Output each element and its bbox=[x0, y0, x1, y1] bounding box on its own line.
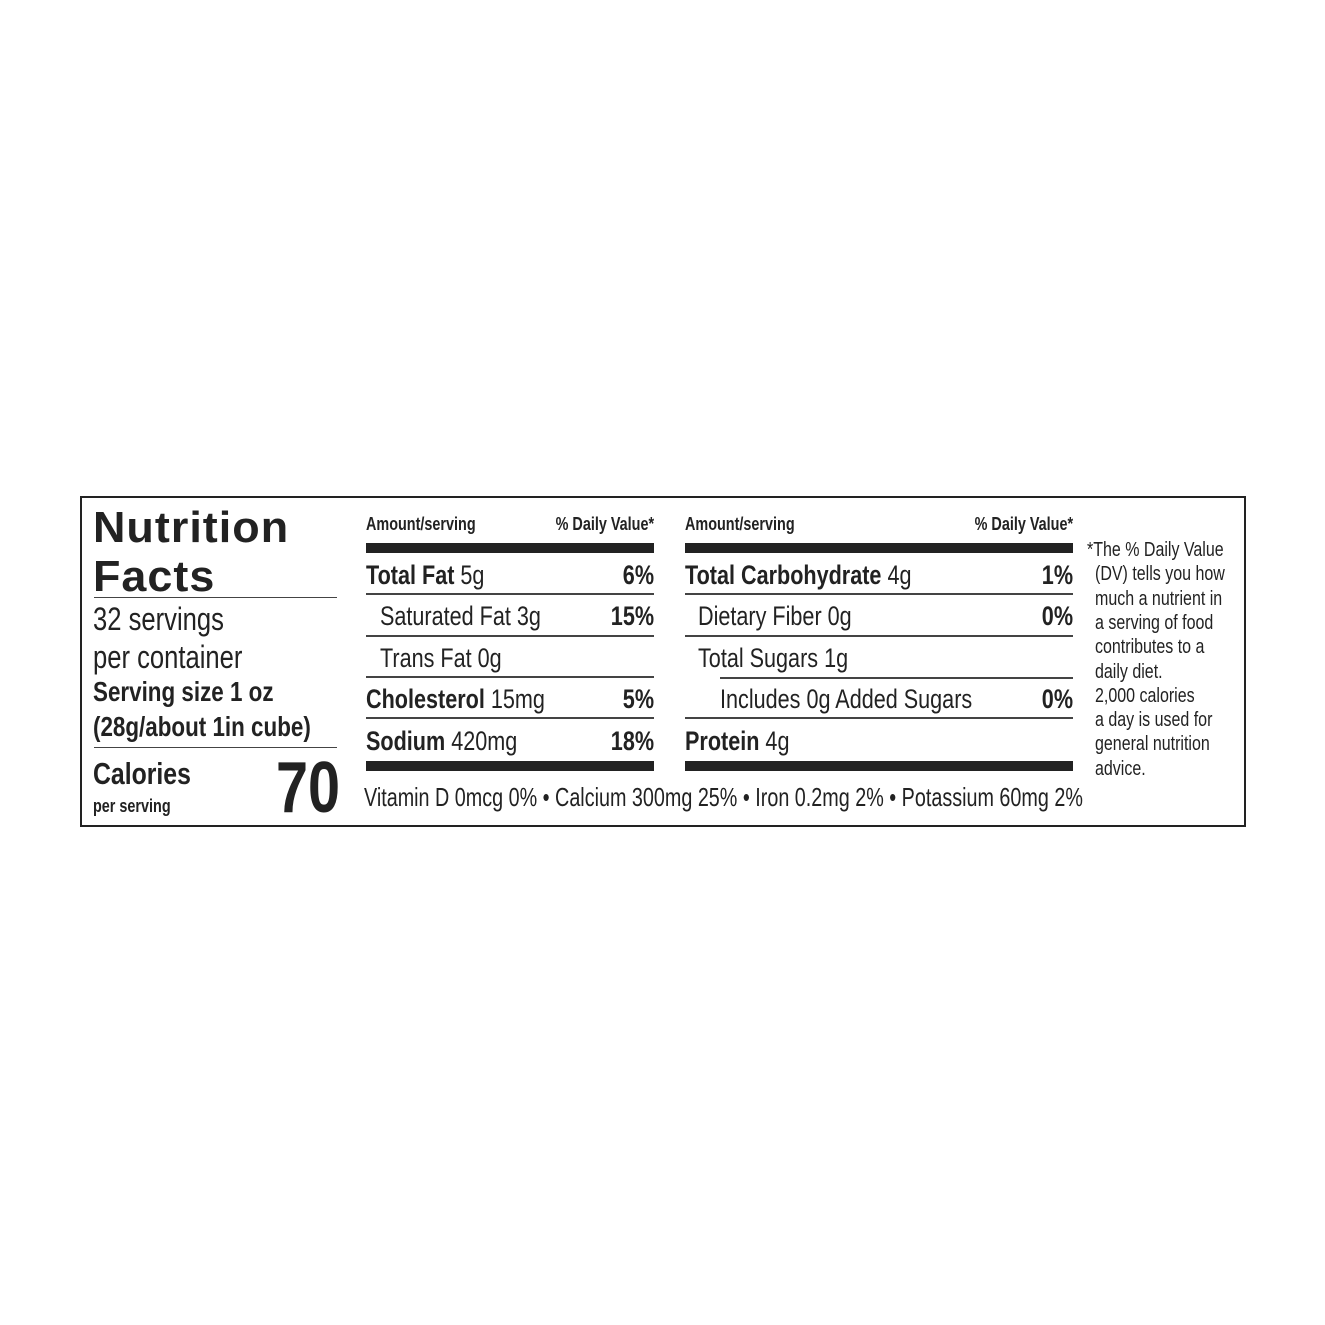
row-total-fat: Total Fat 5g bbox=[366, 560, 485, 590]
dv-saturated-fat: 15% bbox=[610, 601, 654, 631]
divider bbox=[94, 597, 337, 598]
divider bbox=[685, 717, 1073, 719]
dv-cholesterol: 5% bbox=[622, 684, 654, 714]
divider bbox=[720, 677, 1073, 679]
dv-total-carbohydrate: 1% bbox=[1041, 560, 1073, 590]
thick-rule bbox=[685, 761, 1073, 771]
row-total-sugars: Total Sugars 1g bbox=[698, 643, 849, 673]
divider bbox=[366, 593, 654, 595]
servings-per-container: 32 servings bbox=[93, 601, 224, 637]
dv-added-sugars: 0% bbox=[1041, 684, 1073, 714]
micronutrients: Vitamin D 0mcg 0% • Calcium 300mg 25% • … bbox=[364, 782, 1083, 812]
footnote-line: a serving of food bbox=[1095, 611, 1214, 634]
row-protein: Protein 4g bbox=[685, 726, 790, 756]
footnote-line: advice. bbox=[1095, 757, 1146, 780]
left-header-amount: Amount/serving bbox=[366, 514, 476, 534]
footnote-line: *The % Daily Value bbox=[1087, 539, 1224, 561]
right-header-dv: % Daily Value* bbox=[974, 514, 1073, 534]
calories-per-serving: per serving bbox=[93, 796, 171, 816]
dv-total-fat: 6% bbox=[622, 560, 654, 590]
divider bbox=[94, 747, 337, 748]
title-facts: Facts bbox=[93, 552, 216, 601]
row-trans-fat: Trans Fat 0g bbox=[380, 643, 502, 673]
serving-size-detail: (28g/about 1in cube) bbox=[93, 711, 311, 742]
thick-rule bbox=[366, 761, 654, 771]
divider bbox=[366, 635, 654, 637]
right-header-amount: Amount/serving bbox=[685, 514, 795, 534]
row-saturated-fat: Saturated Fat 3g bbox=[380, 601, 541, 631]
divider bbox=[366, 676, 654, 678]
thick-rule bbox=[685, 543, 1073, 553]
footnote-line: daily diet. bbox=[1095, 660, 1163, 683]
row-cholesterol: Cholesterol 15mg bbox=[366, 684, 545, 714]
left-header-dv: % Daily Value* bbox=[555, 514, 654, 534]
row-dietary-fiber: Dietary Fiber 0g bbox=[698, 601, 852, 631]
divider bbox=[366, 717, 654, 719]
footnote-line: 2,000 calories bbox=[1095, 684, 1195, 707]
row-sodium: Sodium 420mg bbox=[366, 726, 518, 756]
divider bbox=[685, 635, 1073, 637]
servings-per-container-2: per container bbox=[93, 639, 243, 675]
divider bbox=[685, 593, 1073, 595]
row-total-carbohydrate: Total Carbohydrate 4g bbox=[685, 560, 912, 590]
footnote-line: (DV) tells you how bbox=[1095, 563, 1225, 586]
dv-sodium: 18% bbox=[610, 726, 654, 756]
dv-dietary-fiber: 0% bbox=[1041, 601, 1073, 631]
footnote-line: general nutrition bbox=[1095, 733, 1210, 756]
calories-value: 70 bbox=[275, 748, 340, 828]
serving-size: Serving size 1 oz bbox=[93, 676, 274, 707]
row-added-sugars: Includes 0g Added Sugars bbox=[720, 684, 973, 714]
title-nutrition: Nutrition bbox=[93, 503, 290, 552]
footnote-line: a day is used for bbox=[1095, 709, 1213, 732]
footnote-line: contributes to a bbox=[1095, 636, 1205, 659]
thick-rule bbox=[366, 543, 654, 553]
calories-label: Calories bbox=[93, 756, 191, 791]
footnote-line: much a nutrient in bbox=[1095, 587, 1223, 610]
